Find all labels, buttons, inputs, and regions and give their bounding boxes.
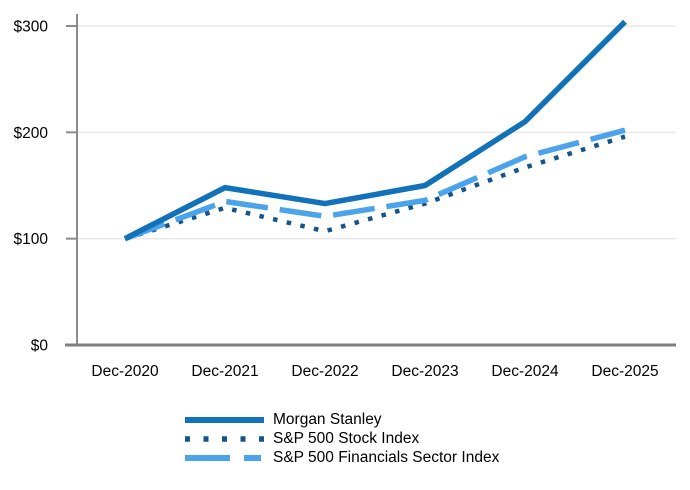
legend-item-morgan-stanley: Morgan Stanley: [185, 410, 499, 429]
y-axis-tick-label: $100: [14, 231, 49, 248]
y-axis-tick-label: $0: [31, 338, 49, 355]
series-line-solid: [123, 19, 627, 242]
line-chart-canvas: $0 $100 $200 $300 Dec-2020 Dec-2021 Dec-2022 De…: [14, 14, 676, 380]
legend-label: Morgan Stanley: [273, 411, 382, 428]
x-axis-tick-label: Dec-2020: [91, 363, 159, 380]
x-axis-tick-label: Dec-2024: [491, 363, 559, 380]
legend-item-sp500-stock-index: S&P 500 Stock Index: [185, 429, 499, 448]
legend-label: S&P 500 Stock Index: [273, 430, 420, 447]
x-axis-tick-label: Dec-2021: [191, 363, 258, 380]
y-axis-tick-label: $300: [14, 19, 49, 36]
x-axis-tick-label: Dec-2022: [291, 363, 358, 380]
legend-swatch-dashed-line-icon: [185, 454, 264, 461]
series-line-dashed: [124, 127, 626, 242]
x-axis-tick-label: Dec-2023: [391, 363, 458, 380]
y-axis-tick-label: $200: [14, 125, 49, 142]
x-axis-tick-label: Dec-2025: [591, 363, 658, 380]
legend-item-sp500-financials-index: S&P 500 Financials Sector Index: [185, 448, 499, 467]
chart-legend: Morgan Stanley S&P 500 Stock Index S&P 5…: [185, 410, 499, 467]
legend-swatch-solid-line-icon: [185, 416, 264, 423]
legend-swatch-dotted-line-icon: [185, 435, 264, 442]
legend-label: S&P 500 Financials Sector Index: [273, 449, 500, 466]
series-line-dotted: [124, 134, 626, 241]
